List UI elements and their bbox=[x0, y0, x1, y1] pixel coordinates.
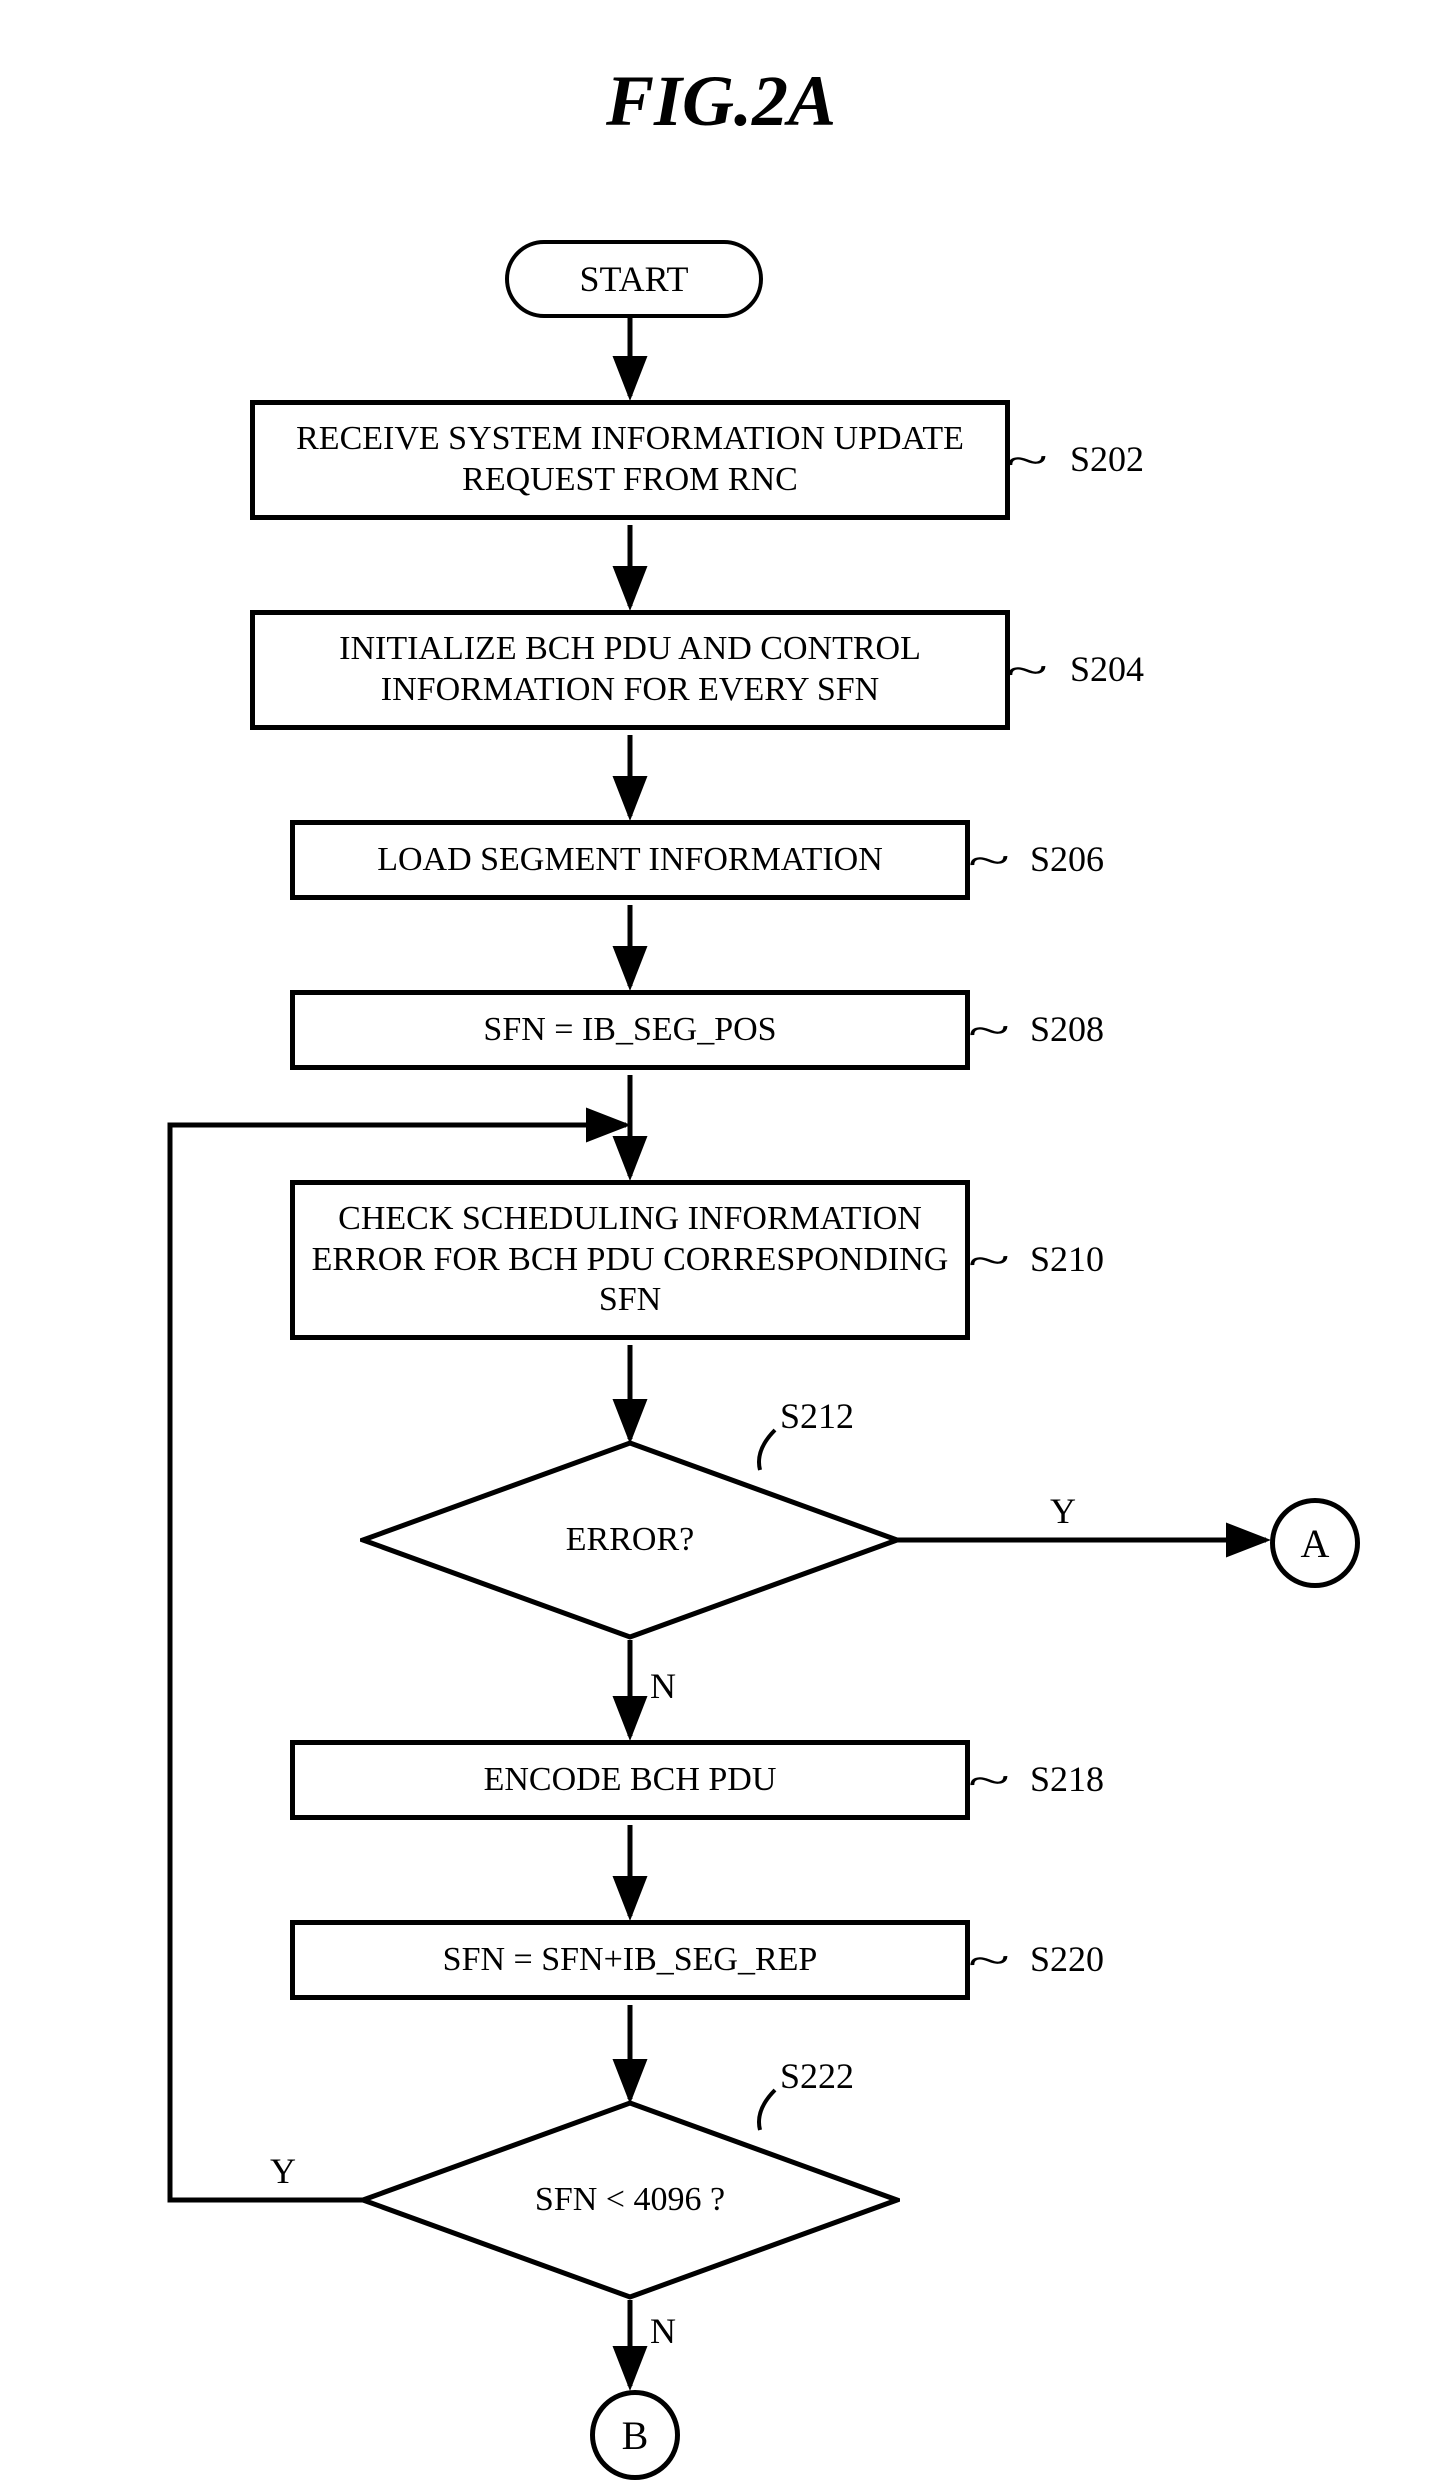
label-s208: S208 bbox=[1030, 1008, 1104, 1050]
decision-s212-text: ERROR? bbox=[360, 1521, 900, 1559]
connector-a: A bbox=[1270, 1498, 1360, 1588]
label-s210: S210 bbox=[1030, 1238, 1104, 1280]
process-s220: SFN = SFN+IB_SEG_REP bbox=[290, 1920, 970, 2000]
label-s204: S204 bbox=[1070, 648, 1144, 690]
tilde-s210: ~ bbox=[964, 1234, 1015, 1287]
process-s210: CHECK SCHEDULING INFORMATION ERROR FOR B… bbox=[290, 1180, 970, 1340]
decision-s212: ERROR? bbox=[360, 1440, 900, 1640]
label-s212: S212 bbox=[780, 1395, 854, 1437]
decision-s222-text: SFN < 4096 ? bbox=[360, 2181, 900, 2219]
start-terminator: START bbox=[505, 240, 763, 318]
branch-s212-y: Y bbox=[1050, 1490, 1076, 1532]
connector-b: B bbox=[590, 2390, 680, 2480]
label-s206: S206 bbox=[1030, 838, 1104, 880]
process-s208: SFN = IB_SEG_POS bbox=[290, 990, 970, 1070]
branch-s222-y: Y bbox=[270, 2150, 296, 2192]
tilde-s220: ~ bbox=[964, 1934, 1015, 1987]
process-s206: LOAD SEGMENT INFORMATION bbox=[290, 820, 970, 900]
decision-s222: SFN < 4096 ? bbox=[360, 2100, 900, 2300]
tilde-s208: ~ bbox=[964, 1004, 1015, 1057]
tilde-s204: ~ bbox=[1002, 644, 1053, 697]
tilde-s218: ~ bbox=[964, 1754, 1015, 1807]
branch-s212-n: N bbox=[650, 1665, 676, 1707]
tilde-s206: ~ bbox=[964, 834, 1015, 887]
branch-s222-n: N bbox=[650, 2310, 676, 2352]
label-s220: S220 bbox=[1030, 1938, 1104, 1980]
flowchart-container: FIG.2A START RECEIVE SYSTEM INFORMATION … bbox=[0, 0, 1442, 2487]
label-s218: S218 bbox=[1030, 1758, 1104, 1800]
process-s218: ENCODE BCH PDU bbox=[290, 1740, 970, 1820]
figure-title: FIG.2A bbox=[0, 60, 1442, 143]
process-s204: INITIALIZE BCH PDU AND CONTROL INFORMATI… bbox=[250, 610, 1010, 730]
label-s222: S222 bbox=[780, 2055, 854, 2097]
process-s202: RECEIVE SYSTEM INFORMATION UPDATE REQUES… bbox=[250, 400, 1010, 520]
label-s202: S202 bbox=[1070, 438, 1144, 480]
tilde-s202: ~ bbox=[1002, 434, 1053, 487]
